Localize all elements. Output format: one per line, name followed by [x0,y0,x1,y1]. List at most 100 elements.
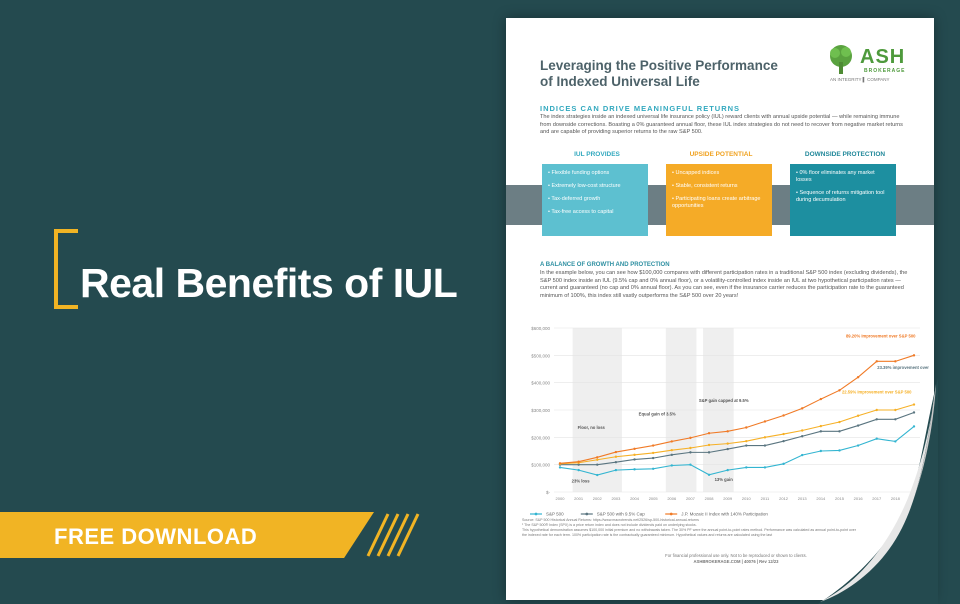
data-point [726,442,729,445]
x-tick-label: 2007 [686,496,696,501]
data-point [875,418,878,421]
data-point [801,429,804,432]
ash-logo: ASH BROKERAGE AN INTEGRITY ▌ COMPANY [824,44,914,100]
downside-protection-box: 0% floor eliminates any market losses Se… [790,164,896,236]
y-tick-label: $600,000 [531,326,550,331]
data-point [912,403,916,406]
iul-provides-box: Flexible funding options Extremely low-c… [542,164,648,236]
list-item: Participating loans create arbitrage opp… [672,196,766,210]
data-point [763,466,767,469]
upside-potential-box: Uncapped indices Stable, consistent retu… [666,164,772,236]
growth-line-chart: $600,000 $500,000 $400,000 $300,000 $200,000… [530,326,930,517]
data-point [707,473,711,476]
tree-icon [830,45,852,74]
document-preview[interactable]: Leveraging the Positive Performance of In… [506,18,934,600]
data-point [875,408,878,412]
list-item: Stable, consistent returns [672,183,766,190]
stripes-decoration [366,513,420,557]
list-item: Tax-deferred growth [548,196,642,203]
data-point [856,424,860,427]
data-point [819,424,823,428]
data-point [558,466,562,469]
y-tick-label: $500,000 [531,353,550,358]
data-point [782,414,785,417]
y-tick-label: $300,000 [531,408,550,413]
data-point [577,460,580,463]
x-tick-label: 2011 [761,496,770,501]
free-download-label[interactable]: FREE DOWNLOAD [54,524,258,549]
data-point [912,411,916,414]
x-tick-label: 2014 [816,496,826,501]
chart-annotation: 23% loss [572,478,591,483]
chart-annotation: Floor, no loss [578,425,606,430]
data-point [614,450,618,454]
list-item: Flexible funding options [548,170,642,177]
chart-annotation: 89.20% improvement over S&P 500 [846,334,916,339]
data-point [651,444,655,447]
logo-tagline: AN INTEGRITY ▌ COMPANY [830,77,890,82]
data-point [633,447,636,451]
chart-annotation: 13% gain [715,477,734,482]
data-point [819,449,823,453]
x-tick-label: 2000 [556,496,566,501]
chart-annotation: 23.39% improvement over S&P 500 [877,365,930,370]
data-point [745,444,748,447]
y-tick-label: $- [546,490,551,495]
data-point [763,420,767,423]
data-point [819,430,823,433]
list-item: Extremely low-cost structure [548,183,642,190]
data-point [596,463,599,466]
data-point [651,467,655,470]
data-point [912,354,916,357]
data-point [782,439,785,443]
data-point [838,449,841,452]
x-tick-label: 2008 [705,496,715,501]
free-download-banner[interactable] [0,512,374,558]
x-tick-label: 2003 [611,496,621,501]
data-point [689,451,692,454]
x-tick-label: 2017 [872,496,882,501]
page-curl-decoration [818,378,938,604]
data-point [633,458,636,461]
series-line [559,354,915,464]
data-point [726,447,729,451]
data-point [670,453,673,457]
data-point [558,462,562,465]
series-line [559,425,915,476]
chart-annotation: S&P gain capped at 9.5% [699,398,749,403]
x-tick-label: 2001 [574,496,584,501]
x-tick-label: 2015 [835,496,845,501]
y-tick-label: $400,000 [531,381,550,386]
section1-heading: INDICES CAN DRIVE MEANINGFUL RETURNS [540,104,741,113]
list-item: Uncapped indices [672,170,766,177]
data-point [689,463,692,466]
data-point [689,436,692,440]
logo-name: ASH [860,46,906,68]
series-line [559,404,915,465]
chart-annotation: Equal gain of 3.5% [639,411,676,416]
data-point [856,414,860,417]
y-tick-label: $200,000 [531,435,550,440]
x-tick-label: 2006 [667,496,677,501]
x-tick-label: 2012 [779,496,789,501]
data-point [707,451,711,454]
data-point [801,435,804,438]
data-point [856,376,860,379]
data-point [894,408,897,412]
data-point [614,468,618,472]
data-point [838,420,841,424]
data-point [745,466,748,469]
data-point [894,440,897,443]
document-title: Leveraging the Positive Performance of In… [540,58,778,89]
data-point [670,448,673,452]
data-point [912,425,916,428]
legend-label: S&P 500 [546,512,564,517]
list-item: Tax-free access to capital [548,209,642,216]
data-point [651,456,655,460]
data-point [745,439,748,443]
data-point [801,407,804,410]
data-point [577,468,580,472]
data-point [782,462,785,466]
data-point [763,436,767,439]
logo-sub: BROKERAGE [864,68,906,74]
